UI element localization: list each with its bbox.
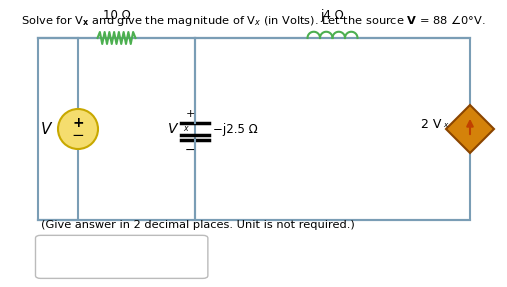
Text: (Give answer in 2 decimal places. Unit is not required.): (Give answer in 2 decimal places. Unit i… bbox=[41, 220, 354, 230]
Polygon shape bbox=[446, 105, 494, 153]
Text: −: − bbox=[71, 129, 84, 144]
Text: −j2.5 Ω: −j2.5 Ω bbox=[213, 123, 258, 135]
Text: +: + bbox=[186, 109, 195, 119]
Text: Solve for V$_\mathbf{x}$ and give the magnitude of V$_x$ (in Volts). Let the sou: Solve for V$_\mathbf{x}$ and give the ma… bbox=[21, 13, 486, 28]
Text: j4 Ω: j4 Ω bbox=[320, 9, 344, 22]
Text: $_x$: $_x$ bbox=[183, 124, 190, 134]
Bar bbox=[38, 38, 470, 220]
Text: 2 V: 2 V bbox=[421, 119, 441, 131]
Text: V: V bbox=[41, 121, 51, 137]
Text: +: + bbox=[72, 116, 84, 130]
Text: −: − bbox=[185, 144, 195, 157]
Circle shape bbox=[58, 109, 98, 149]
Text: $_x$: $_x$ bbox=[443, 120, 450, 130]
Text: V: V bbox=[168, 122, 178, 136]
Text: 10 Ω: 10 Ω bbox=[102, 9, 130, 22]
